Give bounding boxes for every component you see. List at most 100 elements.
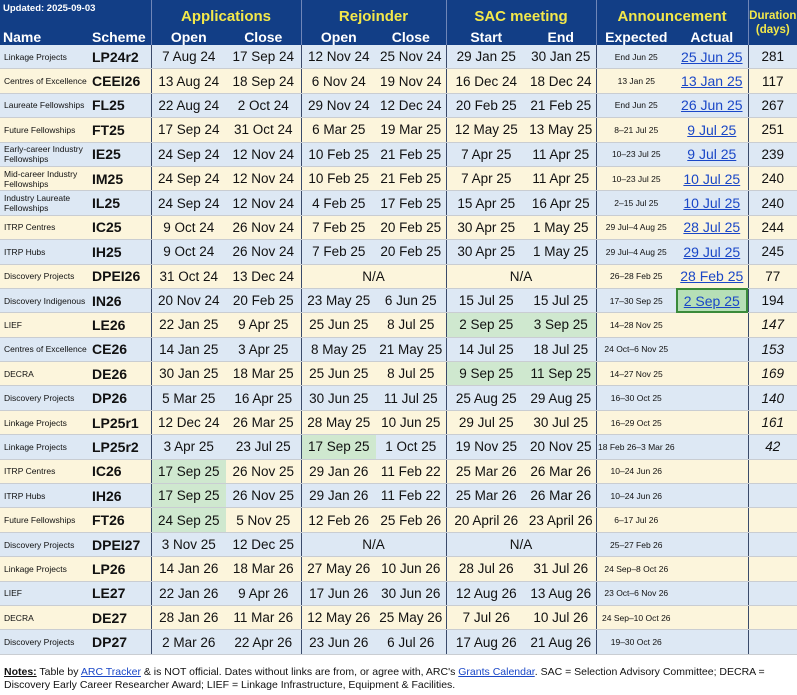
- sac-start: 30 Apr 25: [445, 215, 527, 241]
- rejoinder-close: 19 Mar 25: [376, 117, 447, 143]
- scheme-code: FT26: [89, 507, 151, 533]
- sac-start: 7 Jul 26: [445, 605, 527, 631]
- sac-start: 12 Aug 26: [445, 581, 527, 606]
- table-row: ITRP Hubs IH25 9 Oct 24 26 Nov 24 7 Feb 25 20…: [0, 239, 797, 265]
- duration-days: 244: [747, 215, 797, 241]
- actual-date-link[interactable]: 2 Sep 25: [683, 292, 740, 309]
- rejoinder-close-header: Close: [376, 25, 447, 45]
- actual-date-link[interactable]: 9 Jul 25: [687, 146, 737, 163]
- announcement-actual: [676, 361, 749, 387]
- rejoinder-close: 25 Nov 24: [376, 45, 447, 70]
- notes-text-3: . SAC = Selection Advisory Committee; DE…: [4, 666, 765, 691]
- actual-date-link[interactable]: 28 Feb 25: [680, 268, 744, 285]
- scheme-code: FT25: [89, 117, 151, 143]
- applications-close: 18 Mar 26: [226, 556, 302, 582]
- sac-start: 29 Jul 25: [445, 410, 527, 436]
- program-name: Discovery Projects: [0, 264, 89, 289]
- sac-meeting-header: SAC meeting: [445, 0, 597, 25]
- rejoinder-header: Rejoinder: [300, 0, 447, 25]
- grants-calendar-link[interactable]: Grants Calendar: [458, 666, 535, 678]
- program-name: Discovery Projects: [0, 385, 89, 411]
- sac-start: 30 Apr 25: [445, 239, 527, 265]
- applications-open: 12 Dec 24: [150, 410, 226, 436]
- announcement-expected: 24 Oct–6 Nov 25: [595, 337, 677, 363]
- scheme-code: LP25r1: [89, 410, 151, 436]
- actual-date-link[interactable]: 28 Jul 25: [683, 219, 741, 236]
- program-name: LIEF: [0, 312, 89, 338]
- actual-date-link[interactable]: 26 Jun 25: [681, 97, 743, 114]
- applications-header: Applications: [150, 0, 302, 25]
- announcement-actual: 29 Jul 25: [676, 239, 749, 265]
- actual-date-link[interactable]: 29 Jul 25: [683, 243, 741, 260]
- announcement-actual: [676, 312, 749, 338]
- notes-text-2: & is NOT official. Dates without links a…: [140, 666, 459, 678]
- applications-open: 14 Jan 25: [150, 337, 226, 363]
- rejoinder-open: 10 Feb 25: [300, 142, 377, 167]
- actual-date-link[interactable]: 25 Jun 25: [681, 48, 743, 65]
- sac-end: 31 Jul 26: [526, 556, 597, 582]
- rejoinder-close: 25 May 26: [376, 605, 447, 631]
- table-row: ITRP Centres IC26 17 Sep 25 26 Nov 25 29 Jan…: [0, 459, 797, 485]
- applications-open: 7 Aug 24: [150, 45, 226, 70]
- notes-label: Notes:: [4, 666, 37, 678]
- table-row: Discovery Projects DP27 2 Mar 26 22 Apr 26 2…: [0, 629, 797, 655]
- program-name: Linkage Projects: [0, 410, 89, 436]
- applications-open-header: Open: [150, 25, 226, 45]
- actual-date-link[interactable]: 10 Jul 25: [683, 170, 741, 187]
- sac-end: 3 Sep 25: [526, 312, 597, 338]
- sac-end: 15 Jul 25: [526, 288, 597, 314]
- announcement-expected: 13 Jan 25: [595, 68, 677, 94]
- announcement-expected: 14–28 Nov 25: [595, 312, 677, 338]
- scheme-code: IC26: [89, 459, 151, 485]
- expected-header: Expected: [595, 25, 677, 45]
- sac-start: 20 April 26: [445, 507, 527, 533]
- sac-start: 14 Jul 25: [445, 337, 527, 363]
- applications-close: 2 Oct 24: [226, 93, 302, 119]
- rejoinder-open: 25 Jun 25: [300, 361, 377, 387]
- scheme-code: DE27: [89, 605, 151, 631]
- schedule-rows: Linkage Projects LP24r2 7 Aug 24 17 Sep 24 1…: [0, 45, 797, 655]
- program-name: Linkage Projects: [0, 45, 89, 70]
- announcement-expected: 16–29 Oct 25: [595, 410, 677, 436]
- rejoinder-close: 6 Jul 26: [376, 629, 447, 655]
- table-row: Linkage Projects LP25r2 3 Apr 25 23 Jul 25 1…: [0, 434, 797, 460]
- rejoinder-close: 12 Dec 24: [376, 93, 447, 119]
- sac-end: 20 Nov 25: [526, 434, 597, 460]
- announcement-expected: 24 Sep–10 Oct 26: [595, 605, 677, 631]
- sac-end: 11 Sep 25: [526, 361, 597, 387]
- scheme-code: IH26: [89, 483, 151, 509]
- table-row: ITRP Hubs IH26 17 Sep 25 26 Nov 25 29 Jan 26…: [0, 483, 797, 509]
- sac-end: 29 Aug 25: [526, 385, 597, 411]
- rejoinder-open: 7 Feb 25: [300, 215, 377, 241]
- announcement-actual: [676, 581, 749, 606]
- actual-date-link[interactable]: 13 Jan 25: [681, 73, 743, 90]
- applications-open: 9 Oct 24: [150, 215, 226, 241]
- program-name: Linkage Projects: [0, 556, 89, 582]
- rejoinder-close: 1 Oct 25: [376, 434, 447, 460]
- duration-header: Duration (days): [747, 0, 797, 45]
- announcement-actual: 9 Jul 25: [676, 117, 749, 143]
- rejoinder-open: 12 Feb 26: [300, 507, 377, 533]
- announcement-expected: 29 Jul–4 Aug 25: [595, 239, 677, 265]
- sac-end: 13 Aug 26: [526, 581, 597, 606]
- rejoinder-close: 8 Jul 25: [376, 361, 447, 387]
- announcement-expected: 6–17 Jul 26: [595, 507, 677, 533]
- rejoinder-open: 25 Jun 25: [300, 312, 377, 338]
- applications-close: 12 Nov 24: [226, 166, 302, 192]
- announcement-expected: 17–30 Sep 25: [595, 288, 677, 314]
- program-name: LIEF: [0, 581, 89, 606]
- applications-open: 17 Sep 24: [150, 117, 226, 143]
- scheme-code: IM25: [89, 166, 151, 192]
- actual-date-link[interactable]: 9 Jul 25: [687, 121, 737, 138]
- announcement-expected: 14–27 Nov 25: [595, 361, 677, 387]
- arc-tracker-link[interactable]: ARC Tracker: [80, 666, 141, 678]
- sac-start: 15 Jul 25: [445, 288, 527, 314]
- table-row: Early-career Industry Fellowships IE25 24 …: [0, 142, 797, 167]
- duration-days: 240: [747, 166, 797, 192]
- sac-end: 10 Jul 26: [526, 605, 597, 631]
- rejoinder-open: 29 Jan 26: [300, 483, 377, 509]
- actual-date-link[interactable]: 10 Jul 25: [683, 195, 741, 212]
- scheme-code: IN26: [89, 288, 151, 314]
- sac-start: 17 Aug 26: [445, 629, 527, 655]
- scheme-code: FL25: [89, 93, 151, 119]
